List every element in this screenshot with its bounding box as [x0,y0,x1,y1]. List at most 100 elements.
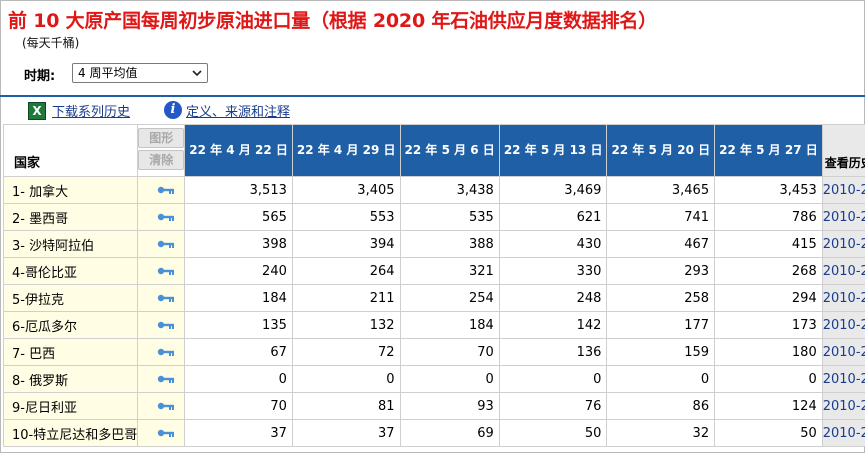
import-value: 173 [714,311,823,339]
import-value: 124 [714,392,823,420]
chevron-down-icon [192,70,202,77]
date-header: 22 年 5 月 20 日 [606,124,716,177]
history-link[interactable]: 2010-2022 [821,392,865,420]
import-value: 32 [606,419,716,447]
import-value: 621 [498,203,608,231]
import-value: 553 [291,203,401,231]
graph-button[interactable]: 图形 [138,128,184,148]
country-name: 4-哥伦比亚 [2,257,139,285]
key-icon[interactable] [157,185,175,195]
import-value: 180 [714,338,823,366]
period-select[interactable]: 4 周平均值 [72,63,208,83]
row-tools [137,311,186,339]
import-value: 135 [184,311,293,339]
history-link[interactable]: 2010-2022 [821,338,865,366]
import-value: 69 [399,419,500,447]
key-icon[interactable] [157,212,175,222]
imports-table: 国家 图形 清除 22 年 4 月 22 日 22 年 4 月 29 日 22 … [2,124,865,447]
import-value: 0 [399,365,500,393]
import-value: 211 [291,284,401,312]
import-value: 330 [498,257,608,285]
key-icon[interactable] [157,320,175,330]
import-value: 293 [606,257,716,285]
import-value: 177 [606,311,716,339]
history-link[interactable]: 2010-2022 [821,176,865,204]
country-name: 1- 加拿大 [2,176,139,204]
row-tools [137,392,186,420]
definitions-link[interactable]: 定义、来源和注释 [186,105,291,120]
import-value: 294 [714,284,823,312]
key-icon[interactable] [157,266,175,276]
history-link[interactable]: 2010-2022 [821,230,865,258]
key-icon[interactable] [157,347,175,357]
import-value: 388 [399,230,500,258]
import-value: 81 [291,392,401,420]
history-link[interactable]: 2010-2022 [821,203,865,231]
import-value: 184 [184,284,293,312]
import-value: 467 [606,230,716,258]
import-value: 76 [498,392,608,420]
import-value: 142 [498,311,608,339]
key-icon[interactable] [157,401,175,411]
import-value: 3,513 [184,176,293,204]
import-value: 3,453 [714,176,823,204]
history-link[interactable]: 2010-2022 [821,365,865,393]
import-value: 3,469 [498,176,608,204]
key-icon[interactable] [157,293,175,303]
import-value: 67 [184,338,293,366]
date-header: 22 年 4 月 22 日 [184,124,293,177]
history-link[interactable]: 2010-2022 [821,311,865,339]
import-value: 184 [399,311,500,339]
header-divider [0,95,865,97]
country-name: 8- 俄罗斯 [2,365,139,393]
import-value: 72 [291,338,401,366]
import-value: 0 [606,365,716,393]
import-value: 37 [184,419,293,447]
info-icon[interactable]: i [164,101,182,119]
import-value: 394 [291,230,401,258]
table-row: 1- 加拿大 3,513 3,405 3,438 3,469 3,465 3,453 2010… [2,176,865,204]
country-name: 5-伊拉克 [2,284,139,312]
key-icon[interactable] [157,239,175,249]
country-name: 9-尼日利亚 [2,392,139,420]
clear-button[interactable]: 清除 [138,150,184,170]
import-value: 535 [399,203,500,231]
import-value: 415 [714,230,823,258]
history-link[interactable]: 2010-2022 [821,257,865,285]
import-value: 37 [291,419,401,447]
date-header: 22 年 5 月 27 日 [714,124,823,177]
import-value: 430 [498,230,608,258]
unit-label: (每天千桶) [22,36,80,50]
country-name: 10-特立尼达和多巴哥 [2,419,139,447]
import-value: 268 [714,257,823,285]
import-value: 258 [606,284,716,312]
import-value: 159 [606,338,716,366]
country-name: 7- 巴西 [2,338,139,366]
excel-icon[interactable]: X [28,102,46,120]
import-value: 0 [291,365,401,393]
key-icon[interactable] [157,428,175,438]
import-value: 0 [184,365,293,393]
key-icon[interactable] [157,374,175,384]
country-header: 国家 [2,124,139,177]
period-label: 时期: [24,69,56,84]
download-history-link[interactable]: 下载系列历史 [52,105,131,120]
country-name: 2- 墨西哥 [2,203,139,231]
import-value: 50 [714,419,823,447]
history-link[interactable]: 2010-2022 [821,419,865,447]
import-value: 3,405 [291,176,401,204]
import-value: 3,465 [606,176,716,204]
row-tools [137,338,186,366]
table-header-row: 国家 图形 清除 22 年 4 月 22 日 22 年 4 月 29 日 22 … [2,124,865,177]
import-value: 248 [498,284,608,312]
import-value: 0 [498,365,608,393]
row-tools [137,257,186,285]
history-link[interactable]: 2010-2022 [821,284,865,312]
